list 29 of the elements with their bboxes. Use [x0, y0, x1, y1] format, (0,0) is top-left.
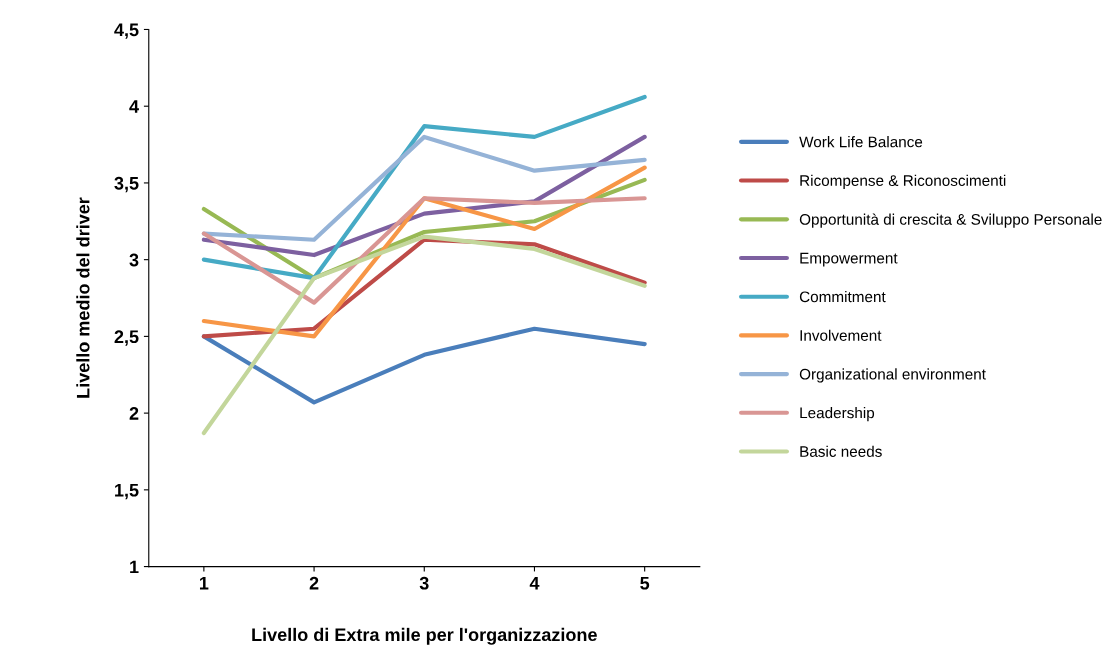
- y-tick-label: 4,5: [114, 23, 139, 39]
- y-tick-label: 3,5: [114, 176, 139, 193]
- legend-label: Leadership: [800, 407, 875, 422]
- y-tick-label: 4: [129, 100, 139, 113]
- line-series: [201, 196, 647, 305]
- y-tick-label: 2: [129, 407, 139, 420]
- x-tick-label: 4: [529, 576, 540, 590]
- line-series: [201, 165, 647, 339]
- legend-label: Organizational environment: [799, 368, 986, 383]
- x-tick-label: 3: [419, 576, 429, 590]
- legend-label: Ricompense & Riconoscimenti: [800, 174, 1006, 189]
- line-series: [201, 234, 647, 436]
- legend-label: Empowerment: [800, 252, 898, 267]
- x-tick-label: 1: [199, 576, 209, 590]
- legend-label: Basic needs: [800, 445, 882, 457]
- y-tick-label: 1: [130, 560, 139, 574]
- y-tick-label: 3: [129, 253, 139, 267]
- legend-label: Involvement: [800, 329, 882, 341]
- line-series: [201, 326, 647, 405]
- y-axis-title: Livello medio del driver: [76, 197, 90, 398]
- x-tick-label: 2: [309, 576, 319, 590]
- legend-label: Commitment: [799, 290, 886, 303]
- legend-label: Work Life Balance: [799, 136, 923, 148]
- x-tick-label: 5: [640, 576, 650, 590]
- line-series: [201, 94, 647, 281]
- legend-label: Opportunità di crescita & Sviluppo Personale: [799, 213, 1102, 228]
- x-axis-title: Livello di Extra mile per l'organizzazione: [252, 627, 597, 645]
- y-tick-label: 1,5: [115, 483, 139, 500]
- y-tick-label: 2,5: [114, 330, 139, 346]
